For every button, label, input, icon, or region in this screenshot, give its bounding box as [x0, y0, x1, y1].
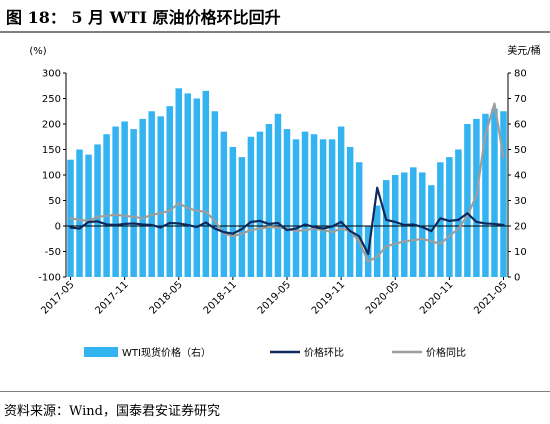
x-tick-label: 2021-05 — [472, 279, 509, 316]
left-axis-label: (%) — [29, 46, 46, 57]
legend-swatch-price — [84, 347, 118, 357]
left-tick-label: -50 — [45, 247, 61, 258]
x-tick-label: 2020-11 — [418, 279, 455, 316]
right-tick-label: 60 — [514, 120, 527, 131]
price-bar — [319, 139, 327, 277]
price-bar — [148, 111, 155, 277]
mom-line — [69, 186, 505, 256]
price-bar — [455, 149, 462, 277]
left-tick-label: -100 — [38, 273, 61, 284]
price-bar — [94, 144, 101, 277]
price-bar — [256, 131, 264, 277]
left-tick-label: 100 — [42, 171, 61, 182]
price-bar — [220, 131, 228, 277]
x-tick-label: 2017-11 — [93, 279, 130, 316]
legend-label-mom: 价格环比 — [304, 346, 344, 359]
left-tick-label: 250 — [42, 94, 61, 105]
price-bar — [301, 131, 309, 277]
price-bar — [76, 149, 83, 277]
right-tick-label: 50 — [514, 145, 527, 156]
figure-title: 图 18： 5 月 WTI 原油价格环比回升 — [6, 8, 281, 27]
legend-label-yoy: 价格同比 — [426, 346, 466, 359]
price-bar — [265, 124, 273, 277]
price-bar — [419, 172, 426, 277]
price-bars — [67, 88, 507, 278]
price-bar — [337, 126, 345, 277]
x-tick-label: 2018-05 — [148, 279, 185, 316]
price-bar — [355, 162, 363, 277]
right-tick-label: 20 — [514, 222, 527, 233]
right-tick-label: 40 — [514, 171, 527, 182]
right-tick-label: 10 — [514, 247, 527, 258]
price-bar — [310, 134, 318, 277]
x-tick-label: 2019-05 — [256, 279, 293, 316]
price-bar — [410, 167, 417, 277]
price-bar — [193, 98, 201, 277]
legend: WTI现货价格（右） 价格环比 价格同比 — [84, 346, 466, 359]
right-tick-label: 80 — [514, 69, 527, 80]
price-bar — [292, 139, 300, 277]
price-bar — [491, 108, 498, 277]
x-tick-label: 2018-11 — [202, 279, 239, 316]
price-bar — [446, 157, 453, 277]
price-bar — [238, 157, 246, 277]
price-bar — [175, 88, 182, 277]
price-bar — [157, 116, 164, 277]
price-bar — [139, 118, 146, 278]
price-bar — [382, 180, 390, 277]
price-bar — [112, 126, 119, 277]
price-bar — [373, 205, 381, 277]
price-bar — [130, 129, 137, 277]
tick-labels: -100 -50 0 50 100 150 200 250 300 0 10 20 30 40 50 60 70… — [38, 69, 526, 317]
price-bar — [482, 113, 489, 277]
price-bar — [211, 111, 219, 277]
price-bar — [283, 129, 291, 277]
price-bar — [274, 113, 282, 277]
x-tick-label: 2017-05 — [39, 279, 76, 316]
title-bar: 图 18： 5 月 WTI 原油价格环比回升 — [0, 0, 550, 30]
chart: (%) 美元/桶 -100 -50 0 50 100 150 200 250 300 0 10 20 3… — [29, 44, 540, 359]
source-rule — [0, 391, 550, 392]
price-bar — [346, 146, 354, 277]
yoy-line — [69, 102, 505, 263]
left-tick-label: 0 — [55, 222, 61, 233]
price-bar — [202, 90, 210, 277]
left-tick-label: 50 — [48, 196, 61, 207]
price-bar — [85, 154, 92, 277]
price-bar — [229, 146, 237, 277]
source-note: 资料来源：Wind，国泰君安证券研究 — [4, 404, 220, 419]
left-tick-label: 150 — [42, 145, 61, 156]
legend-label-price: WTI现货价格（右） — [122, 346, 211, 359]
price-bar — [184, 93, 192, 278]
right-tick-label: 30 — [514, 196, 527, 207]
price-bar — [103, 134, 110, 277]
price-bar — [328, 139, 336, 277]
x-tick-label: 2020-05 — [364, 279, 401, 316]
right-tick-label: 0 — [514, 273, 520, 284]
price-bar — [166, 106, 173, 278]
x-tick-label: 2019-11 — [310, 279, 347, 316]
right-axis-label: 美元/桶 — [507, 44, 540, 57]
price-bar — [500, 111, 507, 277]
left-tick-label: 300 — [42, 69, 61, 80]
price-bar — [121, 121, 128, 277]
title-rule — [0, 31, 550, 33]
price-bar — [464, 124, 471, 277]
left-tick-label: 200 — [42, 120, 61, 131]
price-bar — [247, 136, 255, 277]
series-lines — [69, 102, 505, 263]
right-tick-label: 70 — [514, 94, 527, 105]
